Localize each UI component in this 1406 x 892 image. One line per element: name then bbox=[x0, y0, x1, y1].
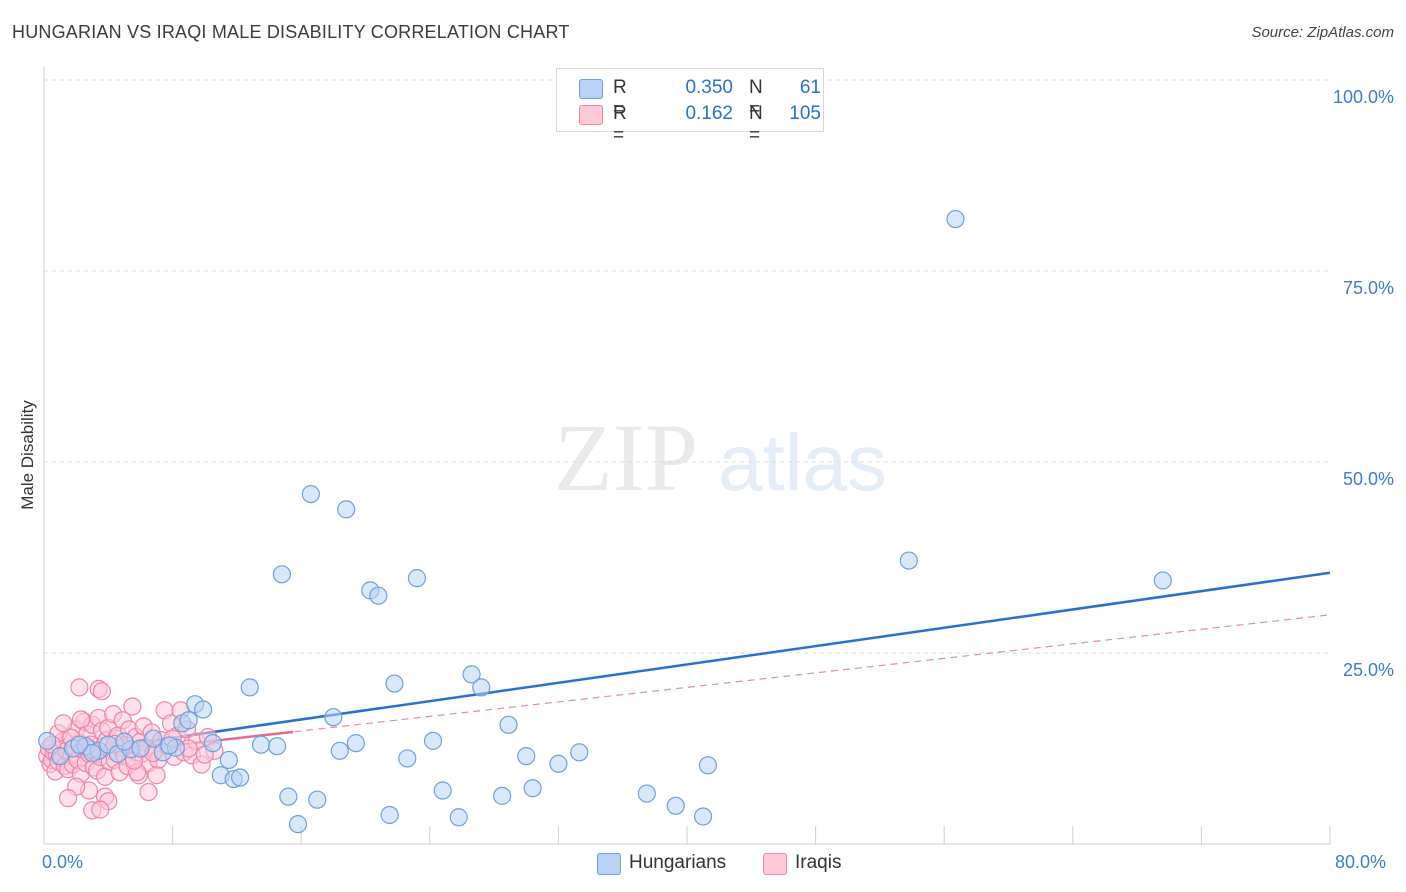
y-tick-label-75: 75.0% bbox=[1342, 278, 1394, 298]
hungarians-point bbox=[231, 768, 250, 787]
hungarians-point bbox=[369, 586, 388, 605]
y-tick-label-50: 50.0% bbox=[1342, 469, 1394, 489]
hungarians-point bbox=[423, 731, 443, 750]
hungarians-point bbox=[308, 790, 327, 809]
hungarians-point bbox=[570, 743, 589, 762]
hungarians-point bbox=[279, 787, 298, 806]
axes bbox=[43, 66, 1331, 845]
hungarians-point bbox=[433, 781, 452, 800]
hungarians-point bbox=[288, 815, 308, 834]
hungarians-point bbox=[203, 734, 222, 753]
legend-r-value: 0.350 bbox=[685, 77, 733, 98]
watermark: ZIP atlas bbox=[554, 404, 887, 511]
series-hungarians-points bbox=[38, 209, 1172, 834]
hungarians-point bbox=[693, 807, 713, 826]
hungarians-point bbox=[666, 796, 685, 815]
hungarians-point bbox=[946, 209, 965, 229]
hungarians-point bbox=[899, 551, 918, 570]
trend-line-hungarians bbox=[43, 571, 1331, 758]
hungarians-point bbox=[549, 754, 568, 773]
hungarians-point bbox=[160, 736, 179, 755]
hungarians-point bbox=[38, 731, 57, 750]
hungarians-point bbox=[83, 743, 102, 763]
hungarians-point bbox=[523, 779, 542, 798]
bottom-legend-label-hungarians: Hungarians bbox=[629, 852, 727, 873]
iraqis-point bbox=[123, 697, 142, 716]
hungarians-point bbox=[462, 665, 481, 684]
bottom-legend-label-iraqis: Iraqis bbox=[795, 852, 842, 873]
legend-n-label: N = bbox=[749, 103, 763, 146]
hungarians-point bbox=[219, 750, 238, 770]
iraqis-point bbox=[147, 766, 166, 785]
legend-swatch-hungarians bbox=[579, 79, 603, 99]
legend-n-value: 61 bbox=[799, 77, 821, 98]
legend-swatch-iraqis bbox=[579, 105, 603, 125]
x-tick-label-min: 0.0% bbox=[42, 852, 84, 872]
iraqis-point bbox=[59, 789, 78, 808]
hungarians-point bbox=[1153, 571, 1172, 590]
hungarians-point bbox=[194, 700, 213, 719]
iraqis-point bbox=[91, 800, 110, 819]
y-tick-label-100: 100.0% bbox=[1332, 87, 1394, 107]
watermark-zip: ZIP bbox=[554, 404, 698, 511]
hungarians-point bbox=[385, 674, 404, 693]
hungarians-point bbox=[267, 737, 287, 756]
legend-n-label: N = bbox=[749, 77, 763, 120]
hungarians-point bbox=[472, 678, 491, 697]
hungarians-point bbox=[398, 749, 417, 768]
gridlines bbox=[44, 79, 1330, 654]
iraqis-point bbox=[54, 714, 73, 733]
trend-lines bbox=[43, 571, 1331, 762]
bottom-legend-swatch-iraqis bbox=[763, 853, 787, 875]
iraqis-point bbox=[70, 678, 89, 697]
watermark-atlas: atlas bbox=[718, 418, 887, 507]
hungarians-point bbox=[499, 715, 518, 734]
hungarians-point bbox=[637, 784, 656, 803]
hungarians-point bbox=[272, 565, 292, 584]
correlation-legend: R = 0.350 N = 61 R = 0.162 N = 105 bbox=[556, 68, 824, 146]
hungarians-point bbox=[337, 500, 356, 519]
hungarians-point bbox=[330, 741, 349, 760]
hungarians-point bbox=[240, 678, 259, 697]
legend-n-value: 105 bbox=[789, 103, 821, 124]
hungarians-point bbox=[407, 569, 427, 588]
legend-r-label: R = bbox=[613, 77, 627, 120]
hungarians-point bbox=[517, 747, 536, 766]
hungarians-point bbox=[324, 708, 343, 727]
chart-title: HUNGARIAN VS IRAQI MALE DISABILITY CORRE… bbox=[12, 22, 570, 42]
iraqis-point bbox=[71, 710, 91, 729]
hungarians-point bbox=[179, 711, 198, 730]
hungarians-point bbox=[698, 756, 717, 775]
hungarians-point bbox=[251, 735, 271, 754]
hungarians-point bbox=[493, 786, 512, 805]
hungarians-point bbox=[380, 805, 399, 825]
iraqis-point bbox=[92, 682, 111, 701]
hungarians-point bbox=[70, 735, 89, 754]
legend-r-value: 0.162 bbox=[685, 103, 733, 124]
hungarians-point bbox=[301, 484, 320, 504]
bottom-legend-swatch-hungarians bbox=[597, 853, 621, 875]
iraqis-point bbox=[139, 782, 158, 802]
legend-r-label: R = bbox=[613, 103, 627, 146]
hungarians-point bbox=[346, 734, 365, 753]
hungarians-point bbox=[131, 739, 150, 758]
hungarians-point bbox=[449, 808, 468, 827]
hungarians-point bbox=[115, 732, 134, 751]
x-tick-label-max: 80.0% bbox=[1335, 852, 1387, 872]
y-tick-label-25: 25.0% bbox=[1342, 660, 1394, 680]
source-credit: Source: ZipAtlas.com bbox=[1251, 24, 1394, 41]
hungarians-point bbox=[144, 729, 163, 748]
